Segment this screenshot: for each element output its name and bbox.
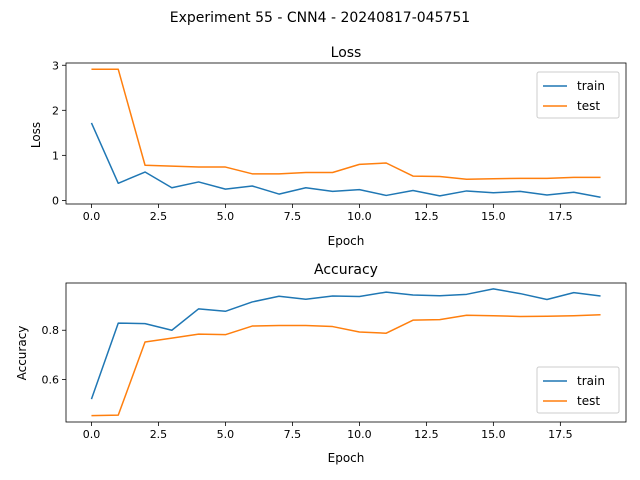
accuracy-x-axis-label: Epoch [328,451,365,465]
accuracy-x-tick-label: 5.0 [217,428,235,441]
loss-panel: Loss Epoch Loss 0.0 2.5 5.0 7.5 10.0 12.5 15.0… [29,45,627,248]
accuracy-x-tick-label: 17.5 [548,428,573,441]
loss-x-tick-label: 7.5 [284,210,302,223]
accuracy-x-tick-label: 10.0 [347,428,372,441]
loss-x-axis-label: Epoch [328,234,365,248]
loss-series-test-line [91,68,601,180]
accuracy-x-tick-label: 7.5 [284,428,302,441]
accuracy-legend: train test [536,366,620,414]
loss-legend-label-train: train [577,79,605,93]
loss-y-tick-label: 2 [52,104,59,117]
accuracy-legend-label-test: test [577,394,600,408]
loss-y-tick-label: 3 [52,59,59,72]
loss-y-tick-label: 0 [52,194,59,207]
loss-x-tick-label: 17.5 [548,210,573,223]
loss-legend-label-test: test [577,99,600,113]
loss-y-tick-label: 1 [52,149,59,162]
figure-title: Experiment 55 - CNN4 - 20240817-045751 [170,10,470,26]
loss-panel-title: Loss [331,45,362,61]
accuracy-series-train-line [90,288,601,400]
loss-x-tick-label: 12.5 [414,210,439,223]
loss-x-tick-label: 2.5 [150,210,168,223]
loss-axes-frame [65,62,627,205]
accuracy-x-tick-label: 12.5 [414,428,439,441]
loss-x-tick-label: 15.0 [481,210,506,223]
loss-y-axis-label: Loss [29,122,43,148]
accuracy-panel: Accuracy Epoch Accuracy 0.0 2.5 5.0 7.5 10.0… [15,262,627,465]
loss-x-tick-label: 10.0 [347,210,372,223]
accuracy-x-tick-label: 2.5 [150,428,168,441]
accuracy-panel-title: Accuracy [314,262,378,278]
loss-x-tick-label: 5.0 [217,210,235,223]
accuracy-series-test-line [91,313,601,417]
accuracy-y-tick-label: 0.8 [42,324,60,337]
accuracy-y-tick-label: 0.6 [42,373,60,386]
accuracy-x-tick-label: 0.0 [83,428,101,441]
accuracy-axes-frame [65,282,627,423]
accuracy-legend-label-train: train [577,374,605,388]
accuracy-y-axis-label: Accuracy [15,326,29,381]
accuracy-x-tick-label: 15.0 [481,428,506,441]
loss-series-train-line [90,122,601,198]
loss-legend: train test [536,71,620,119]
loss-x-tick-label: 0.0 [83,210,101,223]
